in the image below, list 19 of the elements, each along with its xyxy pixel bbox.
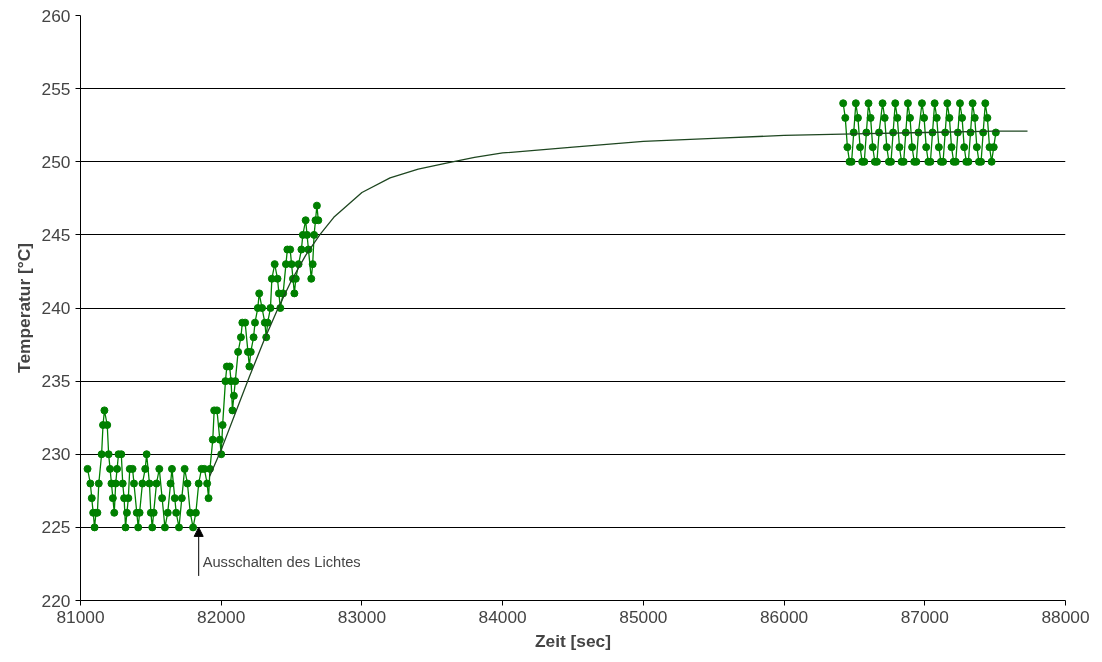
y-tick-label: 250	[41, 151, 71, 172]
y-tick-label: 240	[41, 298, 71, 318]
x-axis-title: Zeit [sec]	[534, 630, 612, 651]
y-tick-label: 230	[41, 444, 71, 465]
x-tick-label: 85000	[619, 606, 668, 627]
x-tick-label: 87000	[900, 606, 949, 627]
y-tick-label: 255	[41, 78, 71, 99]
y-tick-label: 260	[41, 5, 71, 26]
annotation: Ausschalten des Lichtes	[202, 554, 361, 571]
line-series	[209, 130, 1029, 477]
y-tick-label: 235	[41, 371, 71, 392]
x-tick-label: 83000	[337, 606, 387, 627]
y-tick-label: 225	[41, 517, 71, 538]
x-tick-label: 88000	[1041, 606, 1090, 627]
x-tick-label: 84000	[478, 606, 527, 627]
y-axis-title: Temperatur [°C]	[13, 243, 34, 373]
y-tick-label: 245	[41, 224, 71, 245]
x-tick-label: 82000	[197, 606, 246, 627]
x-tick-label: 86000	[759, 606, 809, 627]
